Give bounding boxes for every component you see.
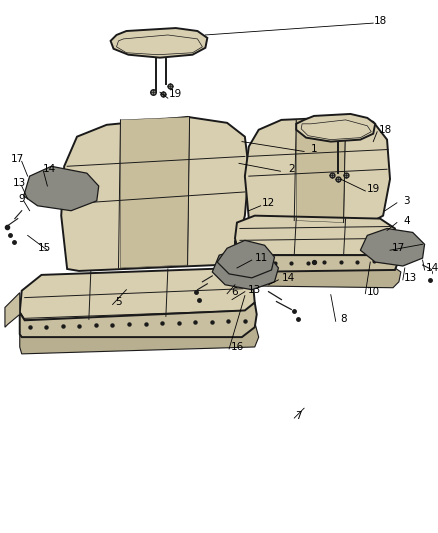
Text: 10: 10 xyxy=(367,287,380,297)
Text: 16: 16 xyxy=(230,342,244,352)
Text: 6: 6 xyxy=(232,287,238,297)
Polygon shape xyxy=(20,303,257,337)
Text: 14: 14 xyxy=(282,273,295,283)
Polygon shape xyxy=(245,117,390,225)
Text: 17: 17 xyxy=(11,155,25,164)
Text: 13: 13 xyxy=(248,285,261,295)
Polygon shape xyxy=(360,229,424,266)
Text: 19: 19 xyxy=(367,184,380,194)
Text: 15: 15 xyxy=(38,243,51,253)
Polygon shape xyxy=(296,118,346,223)
Polygon shape xyxy=(212,248,279,290)
Polygon shape xyxy=(120,117,190,268)
Text: 11: 11 xyxy=(255,253,268,263)
Text: 7: 7 xyxy=(295,411,301,421)
Text: 14: 14 xyxy=(43,164,56,174)
Text: 8: 8 xyxy=(340,314,347,324)
Polygon shape xyxy=(110,28,207,58)
Text: 9: 9 xyxy=(18,194,25,204)
Text: 4: 4 xyxy=(403,215,410,225)
Text: 12: 12 xyxy=(262,198,275,208)
Text: 13: 13 xyxy=(404,273,417,283)
Polygon shape xyxy=(5,293,20,327)
Text: 17: 17 xyxy=(392,243,406,253)
Polygon shape xyxy=(235,240,399,272)
Polygon shape xyxy=(296,114,375,142)
Text: 18: 18 xyxy=(374,16,387,26)
Text: 3: 3 xyxy=(403,196,410,206)
Polygon shape xyxy=(61,117,249,271)
Text: 19: 19 xyxy=(169,89,182,99)
Text: 13: 13 xyxy=(13,178,26,188)
Text: 5: 5 xyxy=(115,296,122,306)
Text: 1: 1 xyxy=(311,144,317,155)
Polygon shape xyxy=(24,166,99,211)
Text: 2: 2 xyxy=(288,164,295,174)
Text: 14: 14 xyxy=(426,263,438,273)
Text: 18: 18 xyxy=(378,125,392,135)
Polygon shape xyxy=(217,240,275,278)
Polygon shape xyxy=(20,322,259,354)
Polygon shape xyxy=(20,268,255,320)
Polygon shape xyxy=(235,258,401,288)
Polygon shape xyxy=(235,216,397,255)
